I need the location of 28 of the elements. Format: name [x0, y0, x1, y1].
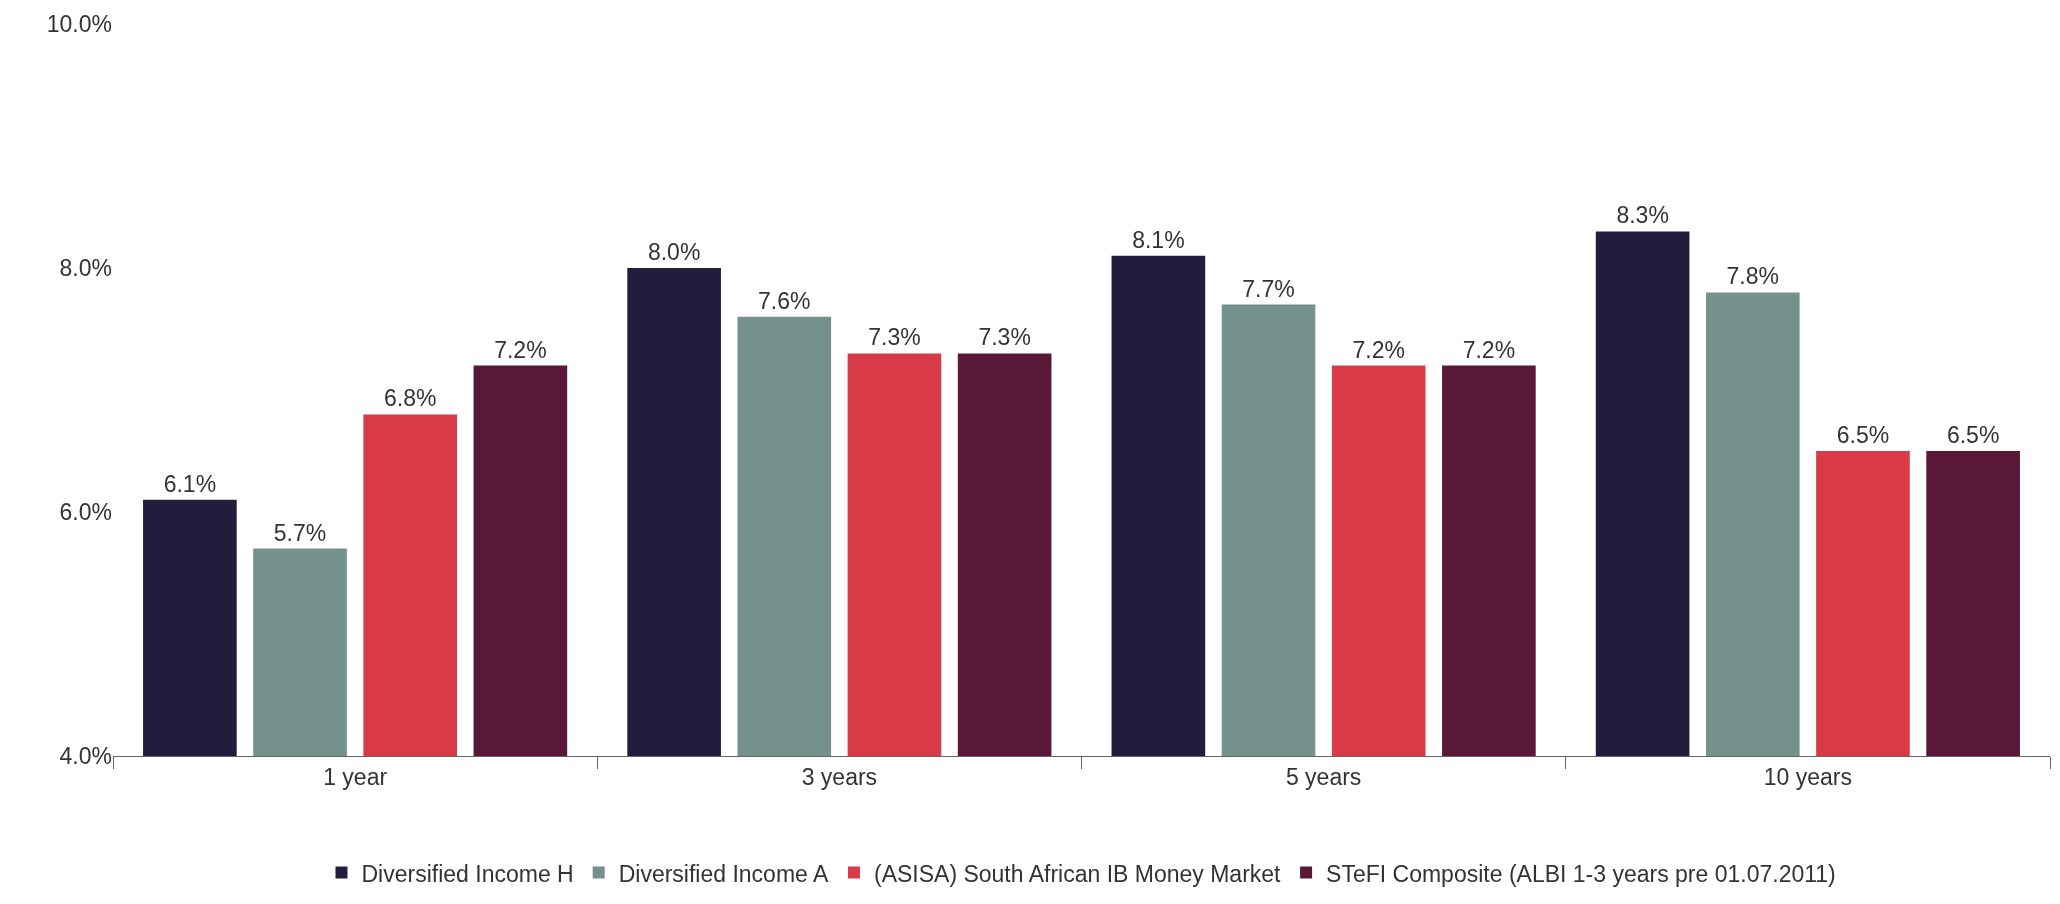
legend-label: Diversified Income H	[361, 860, 574, 887]
legend-label: (ASISA) South African IB Money Market	[873, 860, 1282, 887]
y-tick-label: 4.0%	[59, 743, 112, 770]
y-tick-label: 8.0%	[59, 255, 112, 282]
data-label: 7.8%	[1726, 263, 1780, 290]
data-label: 7.7%	[1242, 275, 1295, 302]
x-tick-label: 3 years	[801, 763, 878, 790]
data-label: 6.5%	[1946, 422, 2000, 448]
data-label: 6.1%	[163, 470, 217, 497]
data-label: 5.7%	[273, 519, 327, 546]
data-label: 6.5%	[1836, 422, 1890, 448]
data-label: 7.3%	[868, 324, 921, 351]
data-label: 7.6%	[758, 287, 811, 314]
y-tick-label: 6.0%	[59, 499, 112, 526]
legend-label: STeFI Composite (ALBI 1-3 years pre 01.07.2011)	[1326, 860, 1836, 887]
x-tick-label: 1 year	[323, 763, 388, 790]
x-tick-label: 5 years	[1285, 763, 1362, 790]
y-tick-label: 10.0%	[46, 11, 112, 38]
data-label: 7.3%	[978, 324, 1031, 351]
data-label: 6.8%	[383, 385, 437, 412]
legend-label: Diversified Income A	[618, 860, 829, 887]
x-tick-label: 10 years	[1763, 763, 1852, 790]
data-label: 7.2%	[1462, 336, 1516, 363]
data-label: 8.0%	[647, 239, 701, 265]
data-label: 8.1%	[1132, 226, 1185, 253]
data-label: 8.3%	[1616, 202, 1669, 229]
data-label: 7.2%	[1352, 336, 1405, 363]
data-label: 7.2%	[494, 336, 547, 363]
